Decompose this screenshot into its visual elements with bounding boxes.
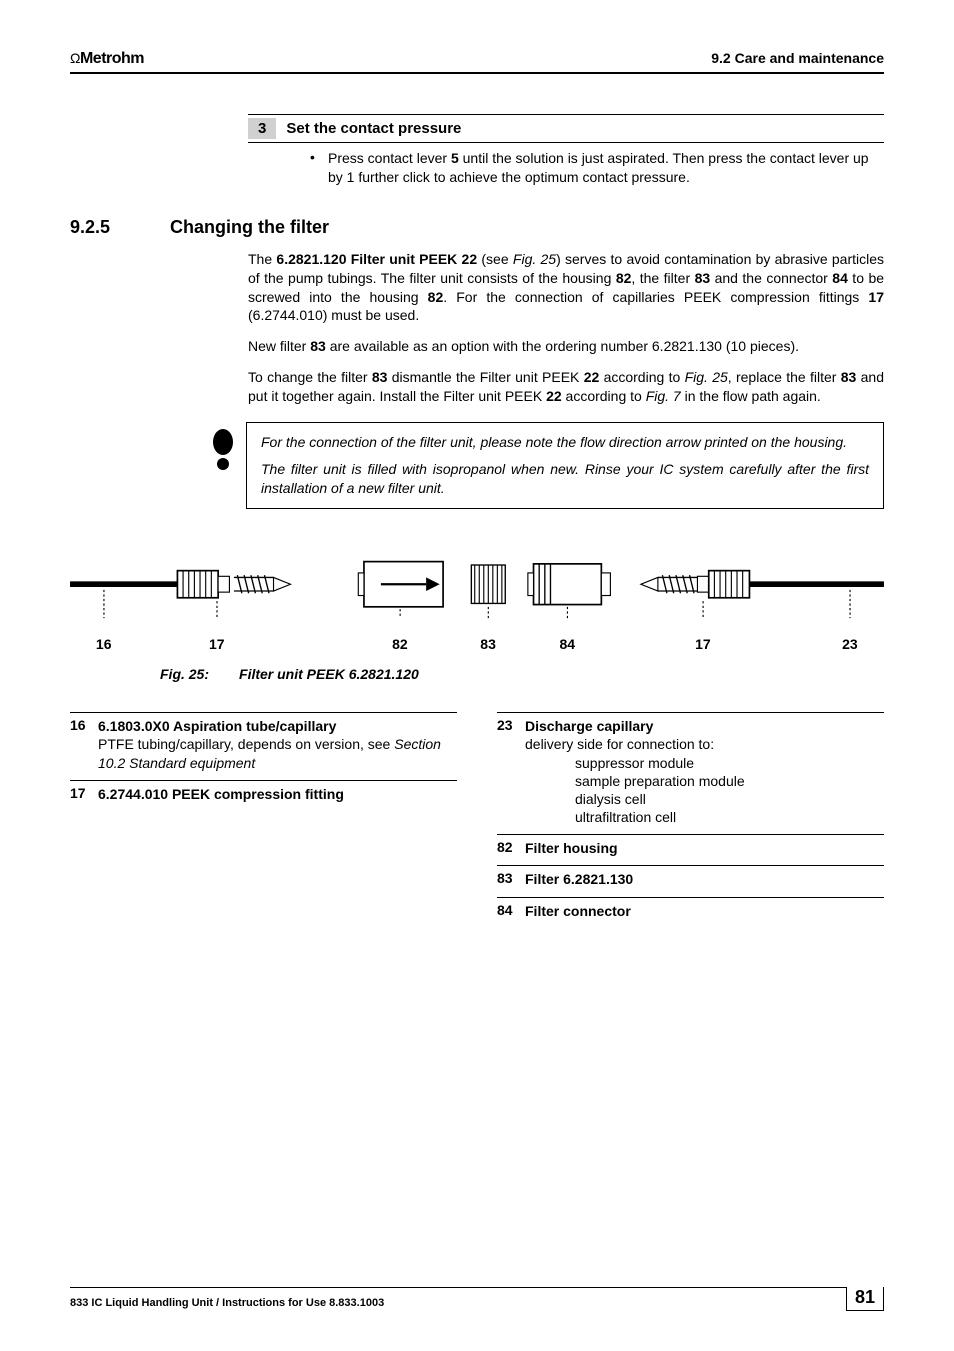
step-header: 3 Set the contact pressure xyxy=(248,114,884,143)
brand-prefix: Ω xyxy=(70,50,80,66)
legend-left-col: 166.1803.0X0 Aspiration tube/capillaryPT… xyxy=(70,712,457,928)
legend-sub: ultrafiltration cell xyxy=(575,808,884,826)
note-block: For the connection of the filter unit, p… xyxy=(200,422,884,509)
figure-label: 17 xyxy=(695,636,711,652)
figure-caption: Fig. 25:Filter unit PEEK 6.2821.120 xyxy=(160,666,884,682)
step-bullet-text: Press contact lever 5 until the solution… xyxy=(328,149,884,187)
legend-body: Discharge capillarydelivery side for con… xyxy=(525,717,884,826)
legend-num: 84 xyxy=(497,902,525,920)
note-p2: The filter unit is filled with isopropan… xyxy=(261,460,869,498)
figure-label: 83 xyxy=(480,636,496,652)
legend-num: 23 xyxy=(497,717,525,826)
footer-doc-title: 833 IC Liquid Handling Unit / Instructio… xyxy=(70,1297,384,1309)
legend-item: 83Filter 6.2821.130 xyxy=(497,865,884,896)
legend-body: Filter connector xyxy=(525,902,884,920)
footer-page-number: 81 xyxy=(846,1287,884,1311)
note-box: For the connection of the filter unit, p… xyxy=(246,422,884,509)
legend-columns: 166.1803.0X0 Aspiration tube/capillaryPT… xyxy=(70,712,884,928)
page-footer: 833 IC Liquid Handling Unit / Instructio… xyxy=(70,1287,884,1311)
legend-item: 176.2744.010 PEEK compression fitting xyxy=(70,780,457,811)
bullet-dot: • xyxy=(310,149,328,187)
figure-label: 84 xyxy=(559,636,575,652)
legend-num: 82 xyxy=(497,839,525,857)
figure-label: 23 xyxy=(842,636,858,652)
figure-25: 16 17 82 83 84 17 23 Fig. 25:Filter unit PEEK … xyxy=(70,539,884,682)
warning-icon xyxy=(200,422,246,509)
brand-logo: ΩMetrohm xyxy=(70,50,144,68)
figure-labels-row: 16 17 82 83 84 17 23 xyxy=(70,636,884,656)
paragraph-2: New filter 83 are available as an option… xyxy=(248,337,884,356)
legend-num: 16 xyxy=(70,717,98,772)
filter-unit-diagram xyxy=(70,539,884,629)
note-p1: For the connection of the filter unit, p… xyxy=(261,433,869,452)
figure-label: 17 xyxy=(209,636,225,652)
legend-item: 84Filter connector xyxy=(497,897,884,928)
page-header: ΩMetrohm 9.2 Care and maintenance xyxy=(70,50,884,74)
legend-body: 6.2744.010 PEEK compression fitting xyxy=(98,785,457,803)
legend-sub: sample preparation module xyxy=(575,772,884,790)
legend-body: 6.1803.0X0 Aspiration tube/capillaryPTFE… xyxy=(98,717,457,772)
legend-body: Filter housing xyxy=(525,839,884,857)
figure-label: 16 xyxy=(96,636,112,652)
legend-item: 82Filter housing xyxy=(497,834,884,865)
legend-body: Filter 6.2821.130 xyxy=(525,870,884,888)
legend-sub: dialysis cell xyxy=(575,790,884,808)
legend-num: 17 xyxy=(70,785,98,803)
legend-sub: suppressor module xyxy=(575,754,884,772)
paragraph-1: The 6.2821.120 Filter unit PEEK 22 (see … xyxy=(248,250,884,326)
figure-label: 82 xyxy=(392,636,408,652)
section-heading: 9.2.5 Changing the filter xyxy=(70,217,884,238)
header-section-ref: 9.2 Care and maintenance xyxy=(711,50,884,66)
legend-right-col: 23Discharge capillarydelivery side for c… xyxy=(497,712,884,928)
step-number: 3 xyxy=(248,118,276,139)
legend-item: 166.1803.0X0 Aspiration tube/capillaryPT… xyxy=(70,712,457,780)
brand-name: Metrohm xyxy=(80,50,144,67)
legend-item: 23Discharge capillarydelivery side for c… xyxy=(497,712,884,834)
step-title: Set the contact pressure xyxy=(286,120,461,137)
step-bullet-block: • Press contact lever 5 until the soluti… xyxy=(310,149,884,187)
section-title: Changing the filter xyxy=(170,217,329,238)
section-number: 9.2.5 xyxy=(70,217,170,238)
legend-num: 83 xyxy=(497,870,525,888)
paragraph-3: To change the filter 83 dismantle the Fi… xyxy=(248,368,884,406)
